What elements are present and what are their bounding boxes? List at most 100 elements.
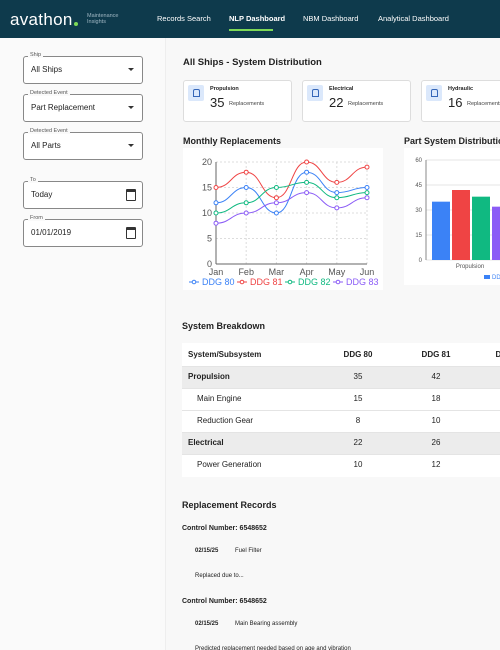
table-row bbox=[182, 432, 500, 455]
y-tick-label: 0 bbox=[419, 258, 423, 264]
legend-swatch bbox=[287, 279, 293, 285]
data-point bbox=[213, 220, 219, 226]
data-point bbox=[273, 185, 279, 190]
filter-box[interactable] bbox=[23, 132, 143, 160]
legend-label: DDG 81 bbox=[250, 277, 283, 287]
calendar-icon bbox=[126, 189, 136, 201]
data-point bbox=[213, 185, 219, 190]
bar bbox=[452, 190, 470, 260]
data-point bbox=[273, 195, 279, 201]
table-cell: 15 bbox=[353, 394, 363, 403]
filter-value: All Parts bbox=[31, 141, 61, 150]
table-cell: Electrical bbox=[188, 438, 224, 447]
legend-swatch bbox=[335, 279, 341, 285]
series-line bbox=[215, 171, 368, 214]
y-tick-label: 10 bbox=[202, 208, 212, 218]
card-count: 16 bbox=[448, 95, 463, 110]
nav-item[interactable]: NLP Dashboard bbox=[229, 14, 286, 23]
logo-subtitle: Maintenance Insights bbox=[87, 13, 119, 25]
table-cell: 12 bbox=[431, 460, 441, 469]
data-point bbox=[213, 200, 219, 206]
chart-title: Monthly Replacements bbox=[183, 136, 282, 146]
y-tick-label: 45 bbox=[415, 183, 422, 189]
nav-item[interactable]: Analytical Dashboard bbox=[378, 14, 449, 23]
legend-swatch bbox=[239, 279, 245, 285]
table-row bbox=[182, 388, 500, 411]
table-cell: Main Engine bbox=[197, 394, 242, 403]
data-point bbox=[304, 179, 310, 185]
record-part: Fuel Filter bbox=[235, 548, 262, 554]
legend-label: DDG 80 bbox=[492, 275, 500, 281]
table-header: DDG 82 bbox=[495, 350, 500, 359]
table-header: System/Subsystem bbox=[188, 350, 262, 359]
filter-value: Part Replacement bbox=[31, 103, 96, 112]
card-count: 35 bbox=[210, 95, 225, 110]
data-point bbox=[364, 195, 370, 201]
data-point bbox=[243, 200, 249, 206]
filter-box[interactable] bbox=[23, 219, 143, 247]
filter-label: From bbox=[28, 215, 45, 221]
filter-label: To bbox=[28, 177, 38, 183]
filter-label: Detected Event bbox=[28, 90, 70, 96]
logo-dot bbox=[74, 22, 78, 26]
data-point bbox=[334, 179, 340, 185]
table-header: DDG 81 bbox=[421, 350, 451, 359]
card-name: Propulsion bbox=[210, 86, 239, 92]
filter-box[interactable] bbox=[23, 181, 143, 209]
table-row bbox=[182, 410, 500, 433]
table-header: DDG 80 bbox=[343, 350, 373, 359]
y-tick-label: 60 bbox=[415, 158, 422, 164]
data-point bbox=[334, 195, 340, 201]
filter-box[interactable] bbox=[23, 56, 143, 84]
nav-item[interactable]: Records Search bbox=[157, 14, 211, 23]
filter-value: All Ships bbox=[31, 65, 63, 74]
card-count: 22 bbox=[329, 95, 344, 110]
card-icon bbox=[307, 85, 323, 101]
x-tick-label: Propulsion bbox=[456, 264, 484, 270]
record-part: Main Bearing assembly bbox=[235, 621, 298, 627]
card-unit: Replacements bbox=[229, 101, 265, 107]
control-number: Control Number: 6548652 bbox=[182, 598, 267, 605]
nav-item[interactable]: NBM Dashboard bbox=[303, 14, 359, 23]
logo: avathon bbox=[10, 10, 73, 29]
filter-value: Today bbox=[31, 190, 53, 199]
card-unit: Replacements bbox=[348, 101, 384, 107]
table-cell: 10 bbox=[431, 416, 441, 425]
y-tick-label: 15 bbox=[202, 183, 212, 193]
filter-box[interactable] bbox=[23, 94, 143, 122]
card-icon-glyph bbox=[312, 89, 319, 97]
section-title: Replacement Records bbox=[182, 500, 277, 510]
legend-swatch bbox=[191, 279, 197, 285]
table-row bbox=[182, 366, 500, 389]
data-point bbox=[334, 190, 340, 196]
filter-label: Ship bbox=[28, 52, 44, 58]
card-name: Hydraulic bbox=[448, 86, 474, 92]
table-cell: Power Generation bbox=[197, 460, 262, 469]
data-point bbox=[273, 200, 279, 206]
table-row bbox=[182, 454, 500, 477]
y-tick-label: 5 bbox=[207, 234, 212, 244]
legend-label: DDG 80 bbox=[202, 277, 235, 287]
section-title: All Ships - System Distribution bbox=[183, 57, 322, 68]
control-number: Control Number: 6548652 bbox=[182, 525, 267, 532]
data-point bbox=[273, 210, 279, 216]
data-point bbox=[243, 185, 249, 190]
y-tick-label: 0 bbox=[207, 259, 212, 269]
series-line bbox=[215, 181, 368, 214]
y-tick-label: 30 bbox=[415, 208, 422, 214]
bar bbox=[492, 206, 500, 260]
calendar-icon bbox=[126, 227, 136, 239]
table-cell: 35 bbox=[353, 372, 363, 381]
record-date: 02/15/25 bbox=[195, 548, 219, 554]
card-icon-glyph bbox=[193, 89, 200, 97]
bar bbox=[432, 201, 450, 260]
record-date: 02/15/25 bbox=[195, 621, 219, 627]
dropdown-caret bbox=[128, 68, 134, 71]
card-icon bbox=[426, 85, 442, 101]
x-tick-label: Apr bbox=[300, 267, 314, 277]
series-line bbox=[215, 192, 368, 224]
section-title: System Breakdown bbox=[182, 321, 266, 331]
data-point bbox=[364, 190, 370, 196]
